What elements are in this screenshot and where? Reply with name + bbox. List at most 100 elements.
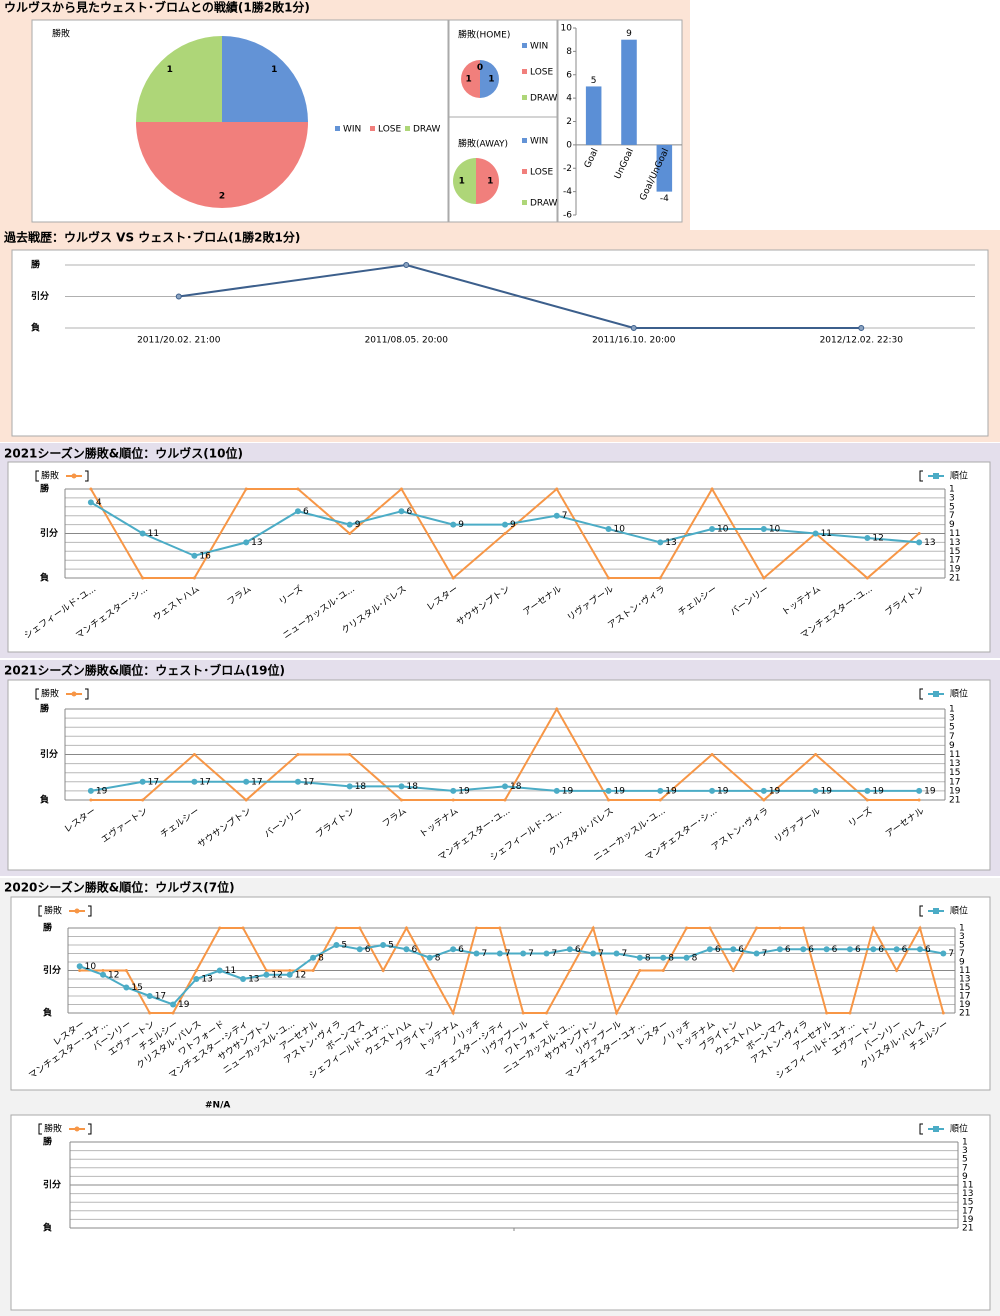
marker — [146, 993, 153, 999]
data-label: 10 — [614, 525, 626, 535]
marker — [858, 325, 865, 331]
pie-slice — [136, 122, 308, 208]
y2-tick-label: 11 — [962, 1181, 973, 1191]
y2-tick-label: 11 — [949, 529, 960, 539]
marker — [175, 293, 182, 300]
marker — [89, 798, 93, 802]
y2-tick-label: 17 — [959, 992, 970, 1002]
data-label: 7 — [552, 949, 558, 959]
y-tick-label: -2 — [563, 164, 572, 174]
y-tick-label: 10 — [561, 24, 573, 34]
data-label: 5 — [591, 76, 597, 86]
y-tick-label: 勝 — [43, 922, 53, 934]
data-label: 19 — [96, 786, 108, 796]
data-label: 7 — [762, 949, 768, 959]
marker — [555, 707, 559, 711]
data-label: 6 — [365, 945, 371, 955]
data-label: 4 — [96, 498, 102, 508]
legend-label: 順位 — [950, 905, 968, 917]
y2-tick-label: 1 — [949, 705, 955, 715]
y2-tick-label: 3 — [949, 493, 955, 503]
legend-label: 順位 — [950, 470, 968, 482]
marker — [381, 969, 385, 972]
data-label: 15 — [131, 983, 142, 993]
marker — [636, 954, 643, 961]
marker — [918, 926, 922, 930]
marker — [346, 783, 353, 790]
data-label: 19 — [562, 786, 574, 796]
section-title: 2020シーズン勝敗&順位：ウルヴス(7位) — [4, 880, 235, 895]
marker — [474, 926, 478, 930]
marker — [380, 942, 387, 948]
marker — [240, 976, 247, 982]
marker — [502, 783, 508, 790]
legend-label: 順位 — [950, 1123, 968, 1135]
chart-box — [557, 19, 683, 223]
marker — [241, 926, 245, 930]
legend-swatch — [933, 1126, 939, 1132]
legend-swatch — [933, 473, 939, 479]
marker — [916, 946, 923, 953]
marker — [191, 778, 198, 785]
data-label: 1 — [271, 65, 277, 75]
marker — [871, 926, 875, 930]
marker — [941, 1011, 945, 1015]
marker — [658, 576, 662, 580]
legend-swatch — [933, 691, 939, 697]
marker — [800, 946, 807, 953]
data-label: 9 — [510, 520, 516, 530]
marker — [310, 954, 317, 961]
marker — [451, 576, 455, 580]
data-label: 18 — [355, 782, 367, 792]
y2-tick-label: 13 — [949, 538, 960, 548]
data-label: 6 — [575, 945, 581, 955]
marker — [762, 576, 766, 580]
marker — [348, 753, 352, 756]
legend-swatch — [522, 69, 527, 74]
y2-tick-label: 9 — [962, 1172, 968, 1182]
legend-label: LOSE — [530, 168, 553, 178]
data-label: 10 — [769, 525, 781, 535]
x-tick-label: 2012/12.02. 22:30 — [820, 336, 904, 346]
marker — [78, 969, 82, 972]
marker — [731, 969, 735, 972]
y-tick-label: 負 — [43, 1007, 52, 1019]
data-label: 7 — [562, 511, 568, 521]
y2-tick-label: 5 — [949, 723, 955, 733]
data-label: 19 — [178, 1000, 190, 1010]
legend-swatch — [522, 200, 527, 205]
legend-swatch — [71, 691, 77, 697]
section-title: 過去戦歴：ウルヴス VS ウェスト･ブロム(1勝2敗1分) — [3, 230, 300, 245]
marker — [545, 1011, 549, 1015]
legend-bracket — [35, 470, 39, 482]
legend-label: 順位 — [950, 688, 968, 700]
marker — [141, 576, 145, 580]
marker — [605, 526, 612, 533]
marker — [916, 787, 923, 794]
marker — [451, 798, 455, 802]
y2-tick-label: 5 — [962, 1155, 968, 1165]
marker — [89, 487, 93, 491]
marker — [864, 534, 871, 541]
legend-label: DRAW — [530, 94, 557, 104]
x-tick-label: 2011/20.02. 21:00 — [137, 336, 221, 346]
data-label: 19 — [665, 786, 677, 796]
data-label: 13 — [924, 538, 935, 548]
marker — [683, 954, 690, 961]
chart-box — [7, 461, 991, 653]
pie-slice — [136, 36, 222, 122]
chart-title: 勝敗(AWAY) — [458, 138, 508, 150]
marker — [848, 1011, 852, 1015]
data-label: 7 — [622, 949, 628, 959]
data-label: 6 — [785, 945, 791, 955]
marker — [87, 499, 94, 506]
marker — [825, 1011, 829, 1015]
legend-bracket — [85, 470, 89, 482]
y-tick-label: 引分 — [40, 527, 58, 539]
marker — [755, 926, 759, 930]
y2-tick-label: 21 — [949, 574, 960, 584]
y2-tick-label: 21 — [959, 1009, 970, 1019]
legend-swatch — [522, 169, 527, 174]
y2-tick-label: 19 — [949, 565, 961, 575]
y-tick-label: 勝 — [31, 259, 41, 271]
